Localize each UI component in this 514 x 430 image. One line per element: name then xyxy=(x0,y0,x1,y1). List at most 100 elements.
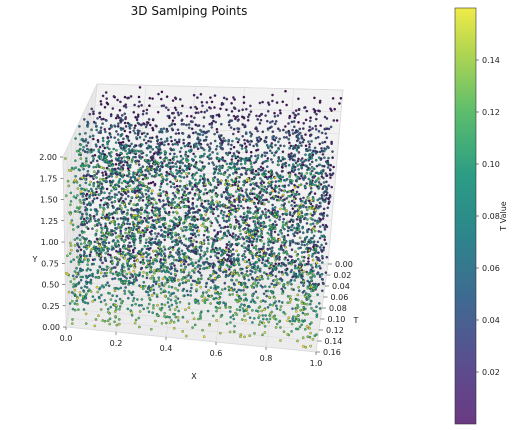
sample-point xyxy=(138,181,142,184)
sample-point xyxy=(73,210,77,213)
sample-point xyxy=(272,197,275,201)
sample-point xyxy=(154,249,158,253)
sample-point xyxy=(202,233,206,237)
sample-point xyxy=(237,261,240,265)
sample-point xyxy=(173,239,176,242)
sample-point xyxy=(179,227,183,230)
sample-point xyxy=(261,130,265,134)
sample-point xyxy=(202,173,206,176)
sample-point xyxy=(314,151,318,155)
sample-point xyxy=(93,224,97,227)
sample-point xyxy=(245,107,248,111)
sample-point xyxy=(132,232,136,236)
sample-point xyxy=(184,154,188,157)
sample-point xyxy=(115,152,119,156)
sample-point xyxy=(225,190,229,193)
sample-point xyxy=(207,155,210,158)
sample-point xyxy=(250,266,254,269)
sample-point xyxy=(167,196,170,200)
sample-point xyxy=(74,175,77,178)
sample-point xyxy=(147,187,150,190)
sample-point xyxy=(314,128,318,131)
sample-point xyxy=(136,121,140,125)
sample-point xyxy=(225,162,229,166)
sample-point xyxy=(211,177,215,180)
sample-point xyxy=(285,250,288,254)
sample-point xyxy=(167,297,170,300)
sample-point xyxy=(102,238,106,242)
sample-point xyxy=(181,104,184,108)
sample-point xyxy=(112,206,115,209)
sample-point xyxy=(202,239,206,242)
sample-point xyxy=(156,218,160,221)
sample-point xyxy=(159,249,162,253)
sample-point xyxy=(167,291,171,294)
sample-point xyxy=(244,255,247,259)
sample-point xyxy=(109,305,112,309)
sample-point xyxy=(101,213,105,216)
sample-point xyxy=(330,185,333,189)
sample-point xyxy=(256,129,259,133)
sample-point xyxy=(257,222,261,226)
sample-point xyxy=(197,111,200,114)
sample-point xyxy=(232,330,236,333)
sample-point xyxy=(186,155,190,158)
sample-point xyxy=(199,154,202,158)
sample-point xyxy=(266,119,269,123)
sample-point xyxy=(284,179,287,182)
sample-point xyxy=(76,210,80,213)
sample-point xyxy=(242,289,245,292)
sample-point xyxy=(181,289,185,292)
sample-point xyxy=(302,284,305,287)
sample-point xyxy=(82,187,85,191)
sample-point xyxy=(149,150,152,154)
sample-point xyxy=(304,206,308,209)
sample-point xyxy=(153,271,156,275)
sample-point xyxy=(274,180,278,183)
sample-point xyxy=(143,216,146,220)
sample-point xyxy=(166,182,169,186)
sample-point xyxy=(91,159,95,163)
sample-point xyxy=(145,273,149,277)
sample-point xyxy=(132,173,135,176)
sample-point xyxy=(273,111,276,115)
sample-point xyxy=(113,196,117,199)
sample-point xyxy=(128,179,132,182)
sample-point xyxy=(299,262,303,266)
sample-point xyxy=(133,279,136,283)
sample-point xyxy=(71,322,74,325)
sample-point xyxy=(131,220,135,224)
sample-point xyxy=(214,217,217,220)
sample-point xyxy=(321,141,324,144)
sample-point xyxy=(170,139,173,143)
sample-point xyxy=(89,282,93,285)
sample-point xyxy=(86,164,89,167)
sample-point xyxy=(200,216,203,219)
sample-point xyxy=(304,144,308,148)
sample-point xyxy=(147,221,150,224)
sample-point xyxy=(309,299,313,303)
sample-point xyxy=(149,287,153,290)
sample-point xyxy=(159,137,163,141)
sample-point xyxy=(309,171,313,175)
sample-point xyxy=(157,162,160,165)
sample-point xyxy=(217,268,221,271)
sample-point xyxy=(317,177,321,181)
sample-point xyxy=(173,138,177,142)
sample-point xyxy=(104,258,107,261)
sample-point xyxy=(316,198,319,202)
sample-point xyxy=(271,161,274,164)
sample-point xyxy=(303,240,306,244)
sample-point xyxy=(257,201,260,205)
sample-point xyxy=(110,233,114,237)
sample-point xyxy=(98,181,102,184)
sample-point xyxy=(177,113,180,117)
sample-point xyxy=(199,314,202,318)
sample-point xyxy=(247,246,250,250)
sample-point xyxy=(127,148,131,151)
sample-point xyxy=(96,165,99,168)
sample-point xyxy=(185,228,188,232)
sample-point xyxy=(282,136,286,139)
sample-point xyxy=(123,239,126,242)
sample-point xyxy=(214,169,217,172)
